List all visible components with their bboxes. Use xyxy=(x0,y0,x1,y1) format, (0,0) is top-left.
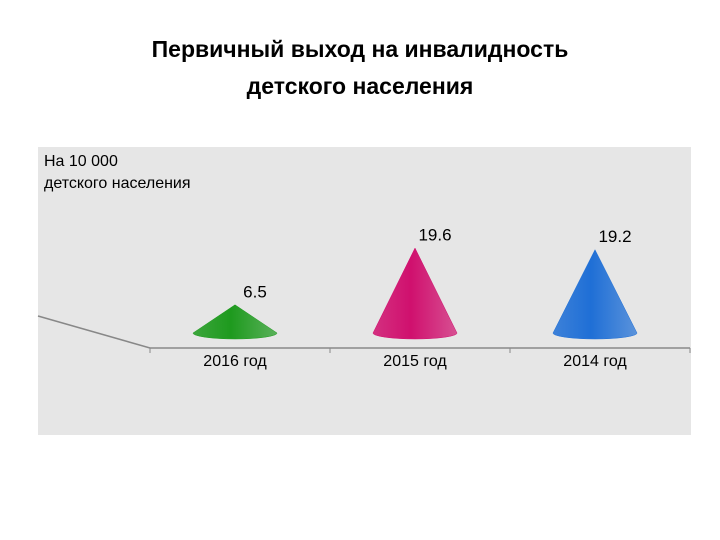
cone xyxy=(372,247,458,340)
x-tick-label: 2016 год xyxy=(203,353,267,370)
data-label: 6.5 xyxy=(243,282,267,301)
chart-title: Первичный выход на инвалидность xyxy=(152,36,569,62)
y-axis-label: детского населения xyxy=(44,175,191,192)
x-tick-label: 2015 год xyxy=(383,353,447,370)
x-tick-label: 2014 год xyxy=(563,353,627,370)
y-axis-label: На 10 000 xyxy=(44,153,118,170)
data-label: 19.2 xyxy=(598,227,631,246)
data-label: 19.6 xyxy=(418,225,451,244)
chart-title: детского населения xyxy=(247,73,474,99)
cone xyxy=(552,249,638,340)
cone xyxy=(192,304,278,340)
